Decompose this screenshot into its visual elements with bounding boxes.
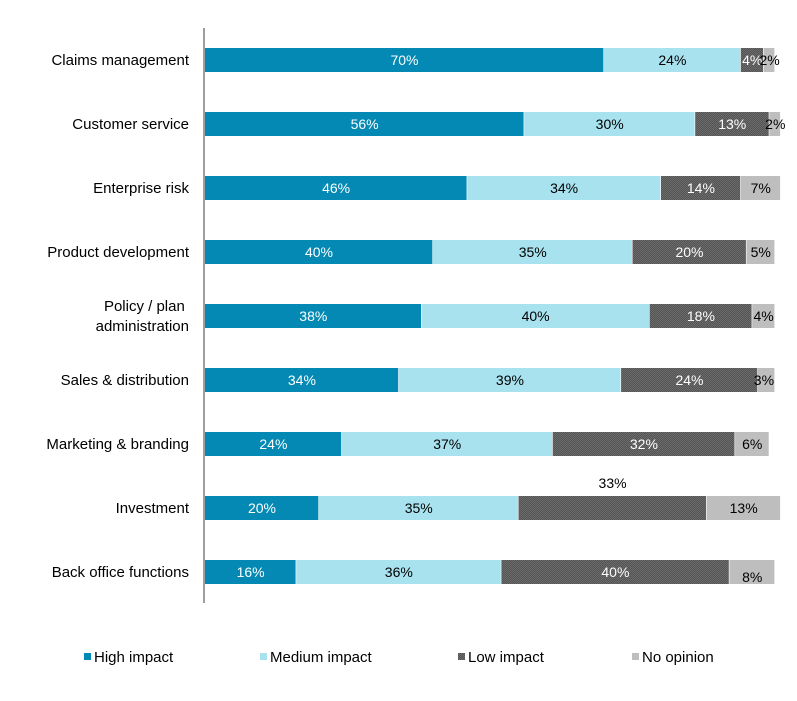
bar-low-impact-claims-management <box>740 48 763 72</box>
bar-high-impact-product-development <box>205 240 433 264</box>
legend-swatch-low-impact <box>458 653 465 660</box>
value-label-no-opinion-back-office-functions: 8% <box>742 569 762 585</box>
value-label-medium-impact-back-office-functions: 36% <box>385 564 413 580</box>
category-label-investment: Investment <box>116 500 190 517</box>
bar-high-impact-investment <box>205 496 319 520</box>
value-label-high-impact-marketing-and-branding: 24% <box>259 436 287 452</box>
value-label-medium-impact-claims-management: 24% <box>658 52 686 68</box>
value-label-high-impact-sales-and-distribution: 34% <box>288 372 316 388</box>
bar-medium-impact-policy-plan-administration <box>421 304 649 328</box>
value-label-no-opinion-customer-service: 2% <box>765 116 785 132</box>
value-label-medium-impact-sales-and-distribution: 39% <box>496 372 524 388</box>
bar-medium-impact-sales-and-distribution <box>398 368 621 392</box>
value-label-medium-impact-investment: 35% <box>405 500 433 516</box>
bar-no-opinion-claims-management <box>763 48 775 72</box>
value-label-high-impact-enterprise-risk: 46% <box>322 180 350 196</box>
legend-label-no-opinion: No opinion <box>642 649 714 666</box>
bars-layer <box>205 48 781 584</box>
value-label-no-opinion-investment: 13% <box>730 500 758 516</box>
value-label-high-impact-product-development: 40% <box>305 244 333 260</box>
bar-medium-impact-product-development <box>433 240 632 264</box>
bar-no-opinion-enterprise-risk <box>740 176 781 200</box>
value-label-high-impact-customer-service: 56% <box>351 116 379 132</box>
bar-no-opinion-sales-and-distribution <box>757 368 775 392</box>
bar-high-impact-sales-and-distribution <box>205 368 399 392</box>
value-label-low-impact-investment: 33% <box>599 475 627 491</box>
bar-no-opinion-policy-plan-administration <box>752 304 775 328</box>
bar-low-impact-investment <box>518 496 706 520</box>
bar-medium-impact-investment <box>319 496 518 520</box>
value-label-low-impact-marketing-and-branding: 32% <box>630 436 658 452</box>
category-label-claims-management: Claims management <box>51 52 189 69</box>
value-label-no-opinion-policy-plan-administration: 4% <box>753 308 773 324</box>
bar-high-impact-back-office-functions <box>205 560 296 584</box>
bar-high-impact-claims-management <box>205 48 604 72</box>
bar-medium-impact-back-office-functions <box>296 560 501 584</box>
value-label-no-opinion-claims-management: 2% <box>759 52 779 68</box>
category-label-policy-plan-administration: Policy / plan administration <box>96 298 189 335</box>
value-label-low-impact-back-office-functions: 40% <box>601 564 629 580</box>
bar-no-opinion-product-development <box>746 240 775 264</box>
value-label-high-impact-back-office-functions: 16% <box>237 564 265 580</box>
bar-no-opinion-back-office-functions <box>729 560 775 584</box>
value-label-no-opinion-marketing-and-branding: 6% <box>742 436 762 452</box>
bar-low-impact-policy-plan-administration <box>649 304 752 328</box>
value-label-no-opinion-product-development: 5% <box>751 244 771 260</box>
value-label-no-opinion-enterprise-risk: 7% <box>751 180 771 196</box>
legend-swatch-medium-impact <box>260 653 267 660</box>
bar-medium-impact-enterprise-risk <box>467 176 661 200</box>
value-label-no-opinion-sales-and-distribution: 3% <box>754 372 774 388</box>
bar-high-impact-customer-service <box>205 112 524 136</box>
bar-medium-impact-marketing-and-branding <box>341 432 553 456</box>
category-label-marketing-and-branding: Marketing & branding <box>46 436 189 453</box>
legend-label-low-impact: Low impact <box>468 649 545 666</box>
bar-high-impact-policy-plan-administration <box>205 304 421 328</box>
bar-high-impact-marketing-and-branding <box>205 432 342 456</box>
bar-medium-impact-claims-management <box>604 48 741 72</box>
category-label-customer-service: Customer service <box>72 116 189 133</box>
value-label-low-impact-customer-service: 13% <box>718 116 746 132</box>
value-label-low-impact-sales-and-distribution: 24% <box>675 372 703 388</box>
bar-low-impact-marketing-and-branding <box>552 432 735 456</box>
value-label-medium-impact-product-development: 35% <box>519 244 547 260</box>
bar-no-opinion-customer-service <box>769 112 781 136</box>
bar-no-opinion-marketing-and-branding <box>735 432 769 456</box>
bar-no-opinion-investment <box>706 496 781 520</box>
value-label-medium-impact-marketing-and-branding: 37% <box>433 436 461 452</box>
legend-swatch-high-impact <box>84 653 91 660</box>
value-label-high-impact-policy-plan-administration: 38% <box>299 308 327 324</box>
category-label-enterprise-risk: Enterprise risk <box>93 180 189 197</box>
bar-low-impact-enterprise-risk <box>661 176 741 200</box>
value-label-low-impact-product-development: 20% <box>675 244 703 260</box>
value-label-medium-impact-enterprise-risk: 34% <box>550 180 578 196</box>
bar-low-impact-sales-and-distribution <box>621 368 758 392</box>
value-label-high-impact-claims-management: 70% <box>390 52 418 68</box>
category-label-product-development: Product development <box>47 244 190 261</box>
value-label-low-impact-enterprise-risk: 14% <box>687 180 715 196</box>
legend-label-medium-impact: Medium impact <box>270 649 373 666</box>
value-label-medium-impact-policy-plan-administration: 40% <box>522 308 550 324</box>
value-label-low-impact-policy-plan-administration: 18% <box>687 308 715 324</box>
value-label-medium-impact-customer-service: 30% <box>596 116 624 132</box>
labels-layer: Claims management 70% 24% 4%2%Customer serv… <box>46 52 785 585</box>
bar-low-impact-back-office-functions <box>501 560 729 584</box>
value-label-low-impact-claims-management: 4% <box>742 52 762 68</box>
category-label-sales-and-distribution: Sales & distribution <box>61 372 189 389</box>
bar-low-impact-product-development <box>632 240 746 264</box>
bar-low-impact-customer-service <box>695 112 769 136</box>
legend-swatch-no-opinion <box>632 653 639 660</box>
bar-high-impact-enterprise-risk <box>205 176 467 200</box>
value-label-high-impact-investment: 20% <box>248 500 276 516</box>
category-label-back-office-functions: Back office functions <box>52 564 189 581</box>
bar-medium-impact-customer-service <box>524 112 695 136</box>
legend-label-high-impact: High impact <box>94 649 174 666</box>
legend: High impact Medium impact Low impact No opi… <box>84 649 714 666</box>
